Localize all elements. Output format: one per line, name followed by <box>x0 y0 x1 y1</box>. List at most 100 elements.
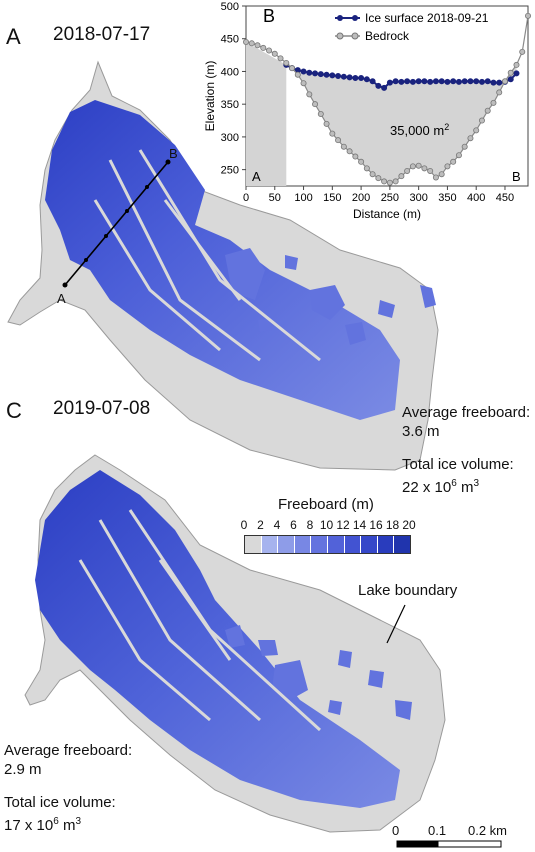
lake-boundary-pointer <box>386 604 406 644</box>
series-point-1 <box>346 148 353 155</box>
colorbar-tick-label: 8 <box>306 518 314 532</box>
series-point-1 <box>340 143 347 150</box>
colorbar-tick-label: 4 <box>273 518 281 532</box>
series-point-1 <box>519 48 526 55</box>
colorbar-tick-label: 10 <box>319 518 334 532</box>
y-tick-label: 300 <box>221 132 239 144</box>
scale-bar <box>396 840 502 848</box>
panel-c-letter: C <box>6 398 22 423</box>
colorbar-swatch <box>310 536 327 553</box>
series-point-0 <box>478 78 485 85</box>
series-point-1 <box>317 111 324 118</box>
stats-2019: Average freeboard: 2.9 m Total ice volum… <box>4 741 132 835</box>
series-point-1 <box>260 44 267 51</box>
ice-c <box>35 470 400 808</box>
y-tick-label: 250 <box>221 165 239 177</box>
colorbar-tick-label: 0 <box>240 518 248 532</box>
transect-label-b: B <box>169 146 178 161</box>
series-point-1 <box>358 158 365 165</box>
ice-a <box>45 100 400 420</box>
x-tick-label: 50 <box>269 192 281 204</box>
series-point-0 <box>415 78 422 85</box>
series-point-0 <box>358 75 365 82</box>
series-point-1 <box>415 162 422 169</box>
colorbar-swatch <box>343 536 361 553</box>
freeboard-value-2019: 2.9 m <box>4 761 42 778</box>
elevation-chart: 0 50 100 150 200 250 300 350 400 450 250 300 350 400 4… <box>203 1 531 221</box>
series-point-0 <box>484 78 491 85</box>
ice-floes-c <box>225 625 412 720</box>
series-point-0 <box>490 79 497 86</box>
series-point-1 <box>329 130 336 137</box>
series-point-1 <box>243 39 250 46</box>
left-slope-fill <box>246 42 287 186</box>
transect-line <box>64 161 169 286</box>
series-point-0 <box>473 78 480 85</box>
series-point-1 <box>427 167 434 174</box>
y-tick-label: 500 <box>221 1 239 13</box>
series-point-0 <box>450 78 457 85</box>
x-tick-label: 150 <box>323 192 341 204</box>
series-point-1 <box>254 42 261 49</box>
x-tick-label: 300 <box>409 192 427 204</box>
series-point-0 <box>375 82 382 89</box>
series-point-0 <box>317 71 324 78</box>
series-point-0 <box>455 78 462 85</box>
series-point-1 <box>381 178 388 185</box>
colorbar-ticks: 0 2 4 6 8 10 12 14 16 18 20 <box>240 518 416 534</box>
series-point-1 <box>312 101 319 108</box>
colorbar-tick-label: 18 <box>385 518 400 532</box>
series-point-1 <box>392 178 399 185</box>
series-point-0 <box>300 68 307 75</box>
series-point-1 <box>496 89 503 96</box>
series-point-1 <box>352 153 359 160</box>
freeboard-label-2018: Average freeboard: <box>402 404 531 421</box>
series-point-0 <box>323 71 330 78</box>
ice-cracks-a <box>93 149 321 362</box>
series-point-1 <box>369 171 376 178</box>
series-point-1 <box>444 163 451 170</box>
chart-end-a: A <box>252 169 261 184</box>
panel-b-letter: B <box>263 6 275 26</box>
series-point-0 <box>409 78 416 85</box>
series-point-1 <box>404 167 411 174</box>
legend-ice: Ice surface 2018-09-21 <box>365 11 489 25</box>
series-point-1 <box>501 78 508 85</box>
colorbar-swatch <box>245 536 261 553</box>
series-point-1 <box>513 61 520 68</box>
x-tick-label: 100 <box>294 192 312 204</box>
series-point-0 <box>312 70 319 77</box>
series-point-0 <box>340 73 347 80</box>
series-point-1 <box>432 174 439 181</box>
colorbar-swatch <box>293 536 311 553</box>
volume-label-2018: Total ice volume: <box>402 456 514 473</box>
colorbar-swatch <box>277 536 294 553</box>
series-point-1 <box>271 50 278 57</box>
y-tick-label: 450 <box>221 34 239 46</box>
colorbar <box>244 535 411 554</box>
series-point-0 <box>496 79 503 86</box>
panel-a-date: 2018-07-17 <box>53 24 151 45</box>
series-point-0 <box>346 74 353 81</box>
volume-label-2019: Total ice volume: <box>4 794 116 811</box>
series-point-0 <box>306 69 313 76</box>
colorbar-tick-label: 20 <box>402 518 416 532</box>
series-point-0 <box>329 72 336 79</box>
stats-2018: Average freeboard: 3.6 m Total ice volum… <box>402 403 530 497</box>
series-point-1 <box>484 107 491 114</box>
series-point-1 <box>323 120 330 127</box>
y-tick-label: 350 <box>221 99 239 111</box>
x-tick-label: 350 <box>438 192 456 204</box>
series-point-1 <box>438 171 445 178</box>
series-point-1 <box>455 152 462 159</box>
x-tick-label: 450 <box>496 192 514 204</box>
scalebar-tick-1: 0.1 <box>428 823 447 838</box>
chart-end-b: B <box>512 169 521 184</box>
series-point-0 <box>404 78 411 85</box>
series-point-1 <box>490 99 497 106</box>
colorbar-swatch <box>376 536 394 553</box>
series-point-0 <box>363 76 370 83</box>
series-point-1 <box>398 173 405 180</box>
series-point-1 <box>266 47 273 54</box>
